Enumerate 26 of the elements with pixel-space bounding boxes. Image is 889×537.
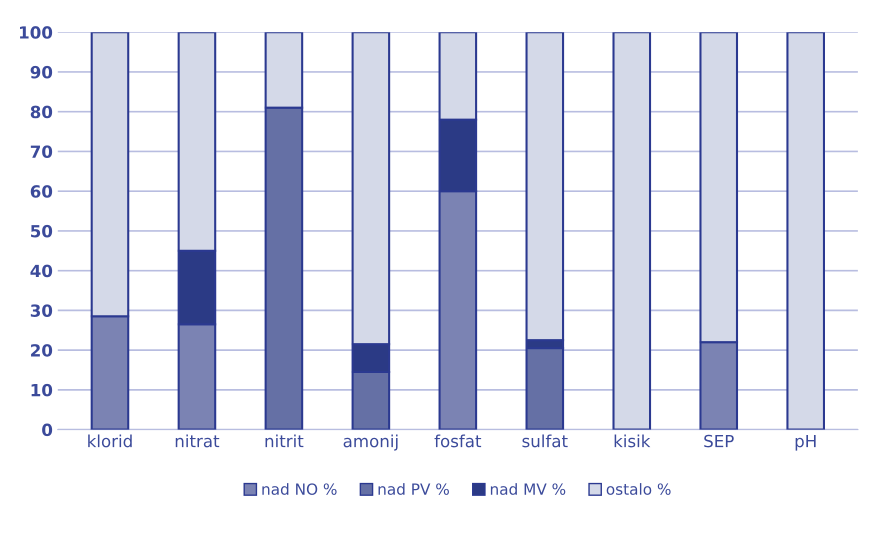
y-tick-label: 30	[30, 304, 52, 317]
legend-label: nad PV %	[378, 483, 449, 495]
x-tick-label: amonij	[344, 434, 398, 451]
y-tick-label: 60	[30, 185, 52, 198]
x-tick-label: SEP	[704, 434, 734, 448]
x-tick-label: nitrit	[266, 434, 304, 448]
y-tick-label: 20	[31, 344, 52, 357]
y-tick-label: 90	[30, 66, 52, 79]
y-tick-label: 70	[30, 145, 52, 158]
bar	[612, 32, 652, 430]
x-tick-label: pH	[796, 434, 816, 451]
legend-label: ostalo %	[606, 483, 671, 495]
x-tick-label: kisik	[614, 434, 650, 448]
y-tick-label: 10	[32, 384, 52, 396]
x-tick-label: nitrat	[176, 434, 220, 448]
bar	[786, 32, 826, 430]
y-tick-label: 50	[31, 224, 52, 238]
x-tick-label: fosfat	[434, 434, 482, 448]
x-tick-label: sulfat	[522, 434, 568, 448]
y-tick-label: 80	[30, 106, 52, 118]
y-tick-label: 100	[20, 26, 52, 39]
y-tick-label: 40	[30, 264, 52, 278]
y-tick-label: 0	[42, 424, 52, 436]
x-tick-label: klorid	[88, 434, 132, 448]
legend-label: nad NO %	[262, 483, 337, 495]
legend-label: nad MV %	[490, 483, 566, 495]
